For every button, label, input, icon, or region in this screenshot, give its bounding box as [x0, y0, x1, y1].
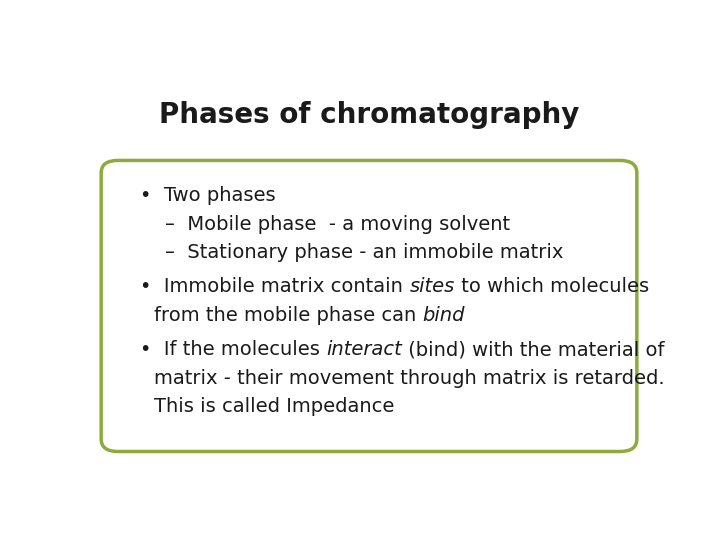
- Text: interact: interact: [326, 340, 402, 359]
- Text: •  Immobile matrix contain: • Immobile matrix contain: [140, 276, 410, 295]
- FancyBboxPatch shape: [101, 160, 637, 451]
- Text: (bind) with the material of: (bind) with the material of: [402, 340, 665, 359]
- Text: to which molecules: to which molecules: [454, 276, 649, 295]
- Text: Phases of chromatography: Phases of chromatography: [159, 100, 579, 129]
- Text: from the mobile phase can: from the mobile phase can: [154, 306, 423, 325]
- Text: •  If the molecules: • If the molecules: [140, 340, 326, 359]
- Text: bind: bind: [423, 306, 465, 325]
- Text: matrix - their movement through matrix is retarded.: matrix - their movement through matrix i…: [154, 369, 665, 388]
- Text: This is called Impedance: This is called Impedance: [154, 397, 395, 416]
- Text: –  Mobile phase  - a moving solvent: – Mobile phase - a moving solvent: [166, 215, 510, 234]
- Text: –  Stationary phase - an immobile matrix: – Stationary phase - an immobile matrix: [166, 243, 564, 262]
- Text: •  Two phases: • Two phases: [140, 186, 276, 205]
- Text: sites: sites: [410, 276, 454, 295]
